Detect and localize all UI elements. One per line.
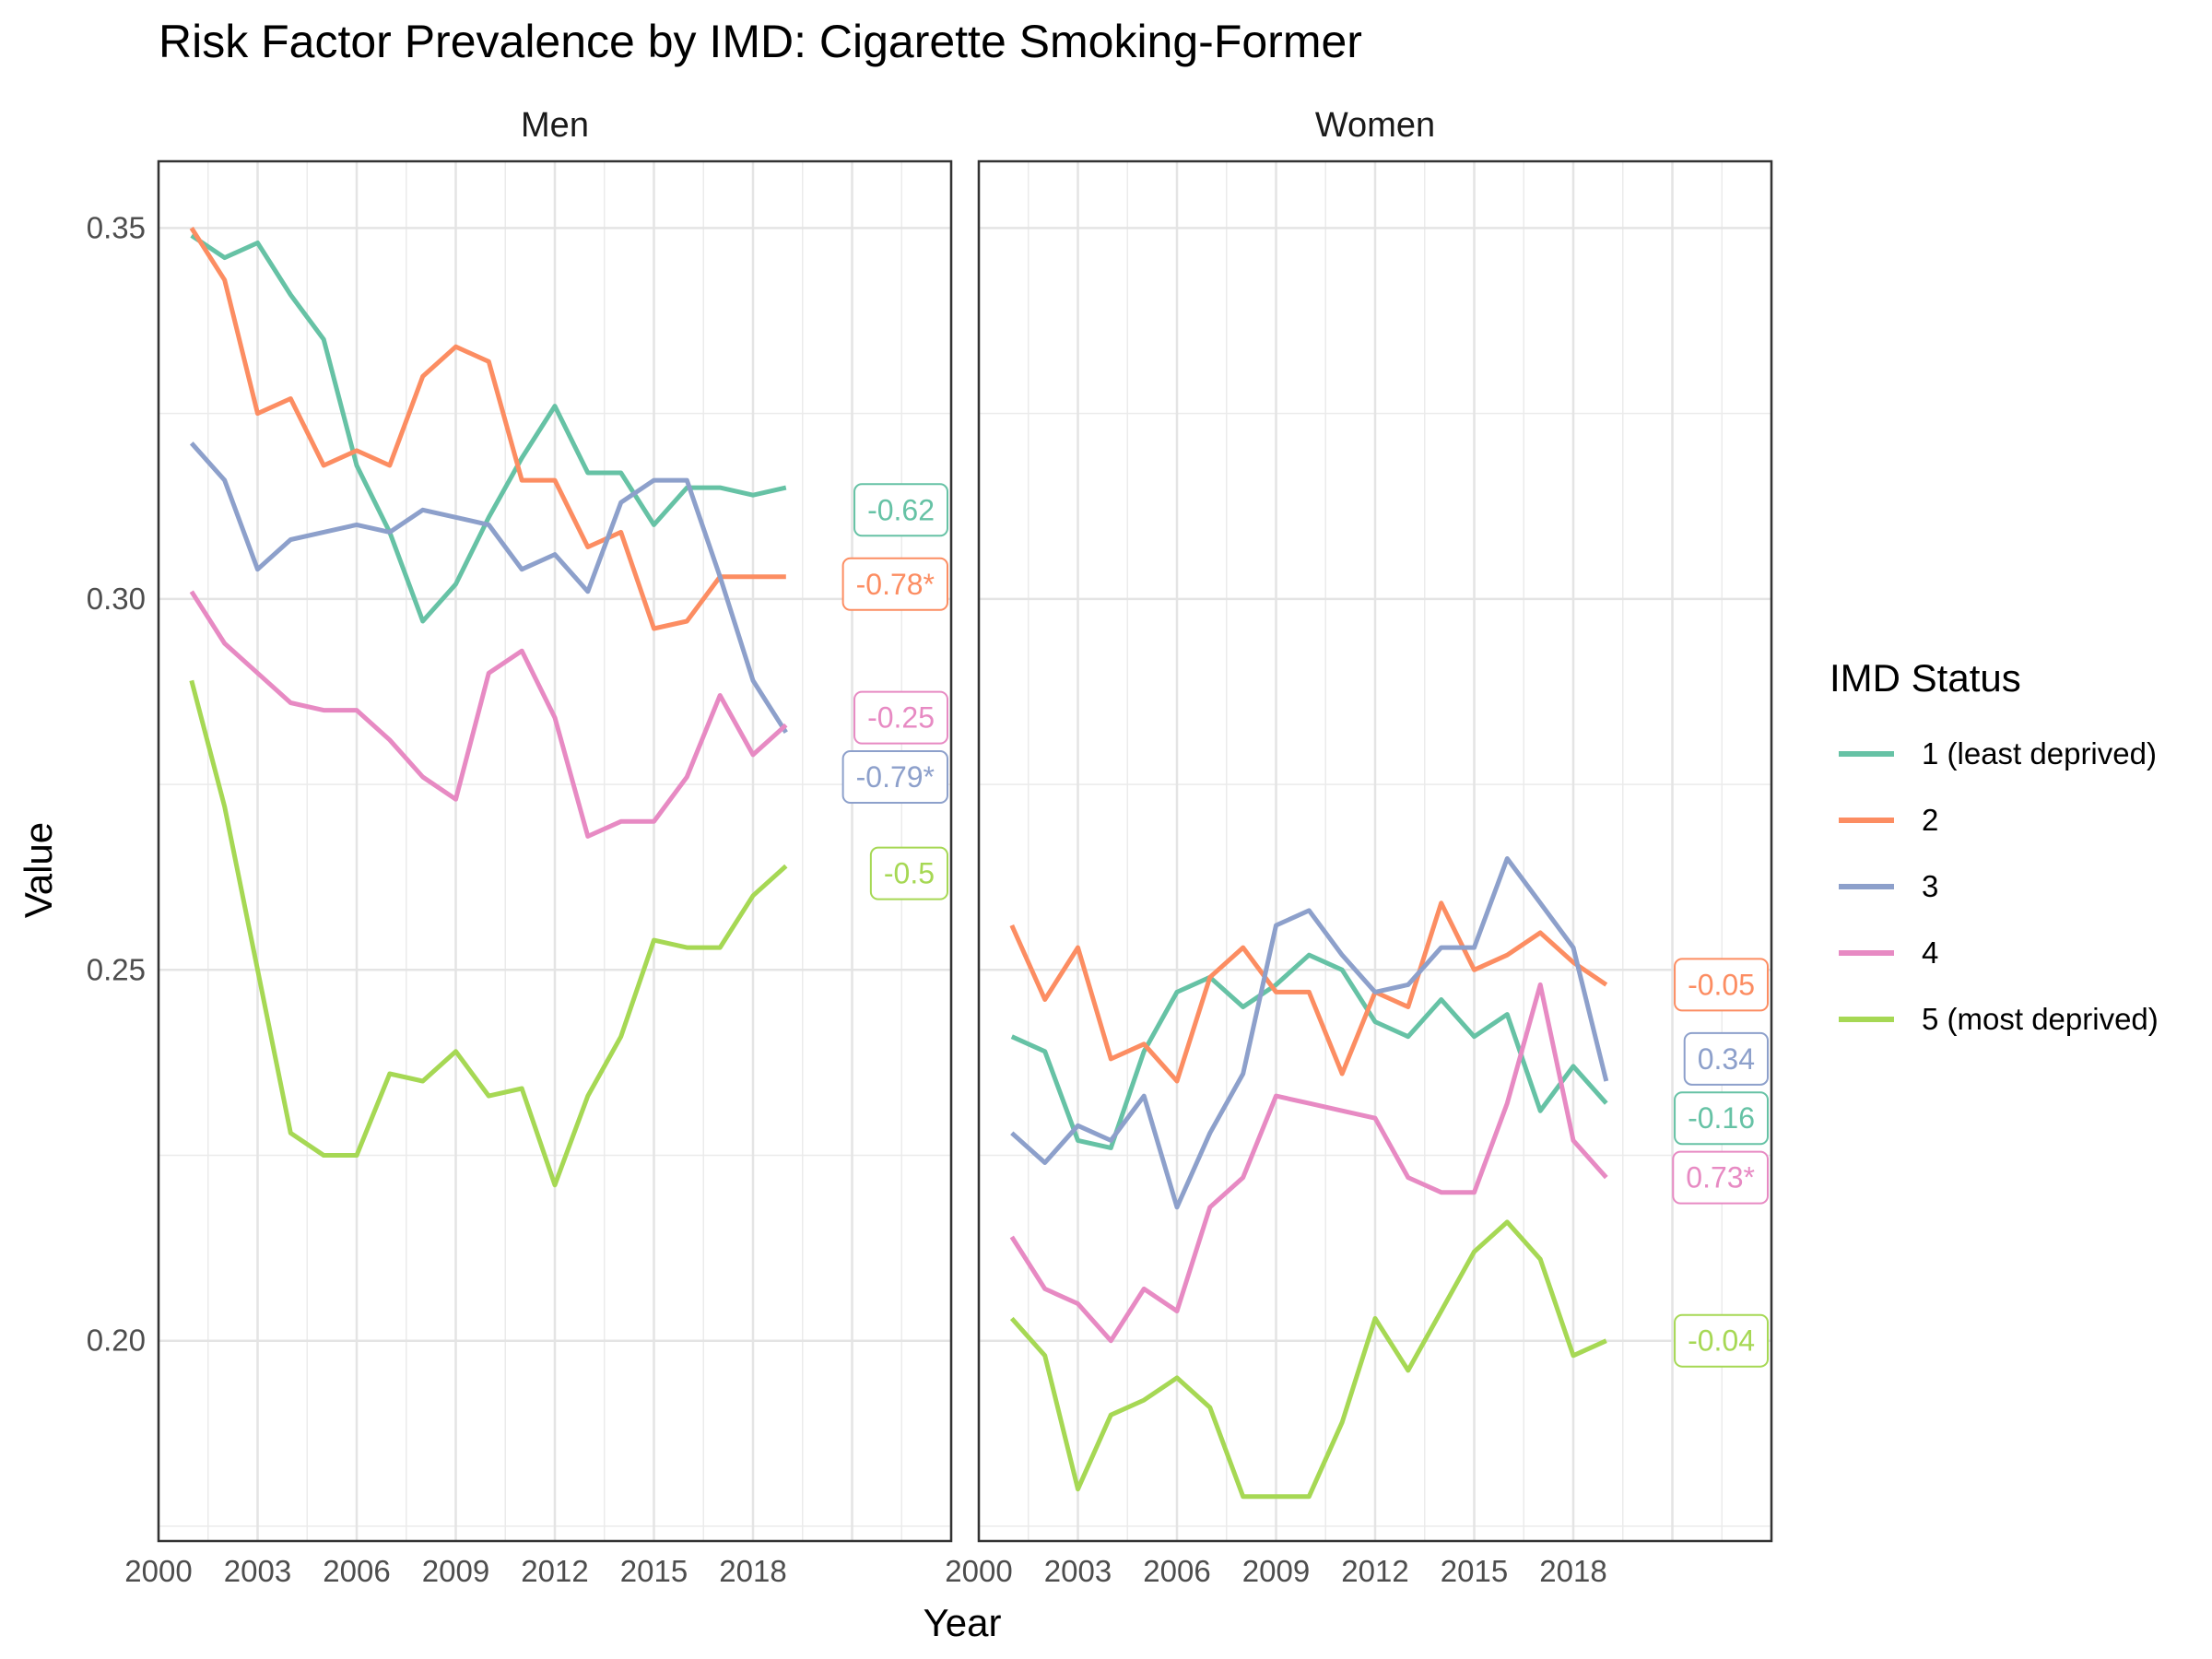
series-line-2 bbox=[189, 227, 786, 631]
legend-entry: 4 bbox=[1839, 935, 1938, 970]
series-line-5 bbox=[189, 679, 788, 1188]
correlation-label: -0.25 bbox=[853, 690, 948, 745]
correlation-label-text: -0.62 bbox=[867, 493, 935, 526]
x-tick-label: 2015 bbox=[620, 1554, 688, 1588]
x-tick-label: 2006 bbox=[323, 1554, 390, 1588]
correlation-label-text: -0.05 bbox=[1688, 968, 1755, 1001]
x-axis-title: Year bbox=[924, 1601, 1002, 1644]
chart-title: Risk Factor Prevalence by IMD: Cigarette… bbox=[159, 16, 1362, 67]
correlation-label: -0.5 bbox=[869, 846, 948, 900]
panel-women: Women 2000 2003 2006 2009 2012 2015 2018 -0.16 -0… bbox=[945, 106, 1773, 1588]
y-tick-label: 0.35 bbox=[87, 210, 146, 244]
correlation-label: -0.79* bbox=[841, 750, 948, 805]
series-line-4 bbox=[1009, 982, 1608, 1344]
legend-label: 4 bbox=[1922, 935, 1938, 970]
x-tick-label: 2006 bbox=[1143, 1554, 1210, 1588]
x-tick-label: 2012 bbox=[1341, 1554, 1408, 1588]
correlation-label-text: -0.79* bbox=[856, 760, 935, 794]
panel-strip-label: Women bbox=[1315, 106, 1435, 145]
legend-label: 2 bbox=[1922, 803, 1938, 837]
series-line-1 bbox=[1010, 952, 1608, 1150]
correlation-label-text: -0.78* bbox=[856, 568, 935, 601]
panel-strip-label: Men bbox=[521, 106, 589, 145]
x-tick-label: 2015 bbox=[1441, 1554, 1508, 1588]
correlation-label: -0.16 bbox=[1674, 1091, 1769, 1146]
correlation-label-text: -0.16 bbox=[1688, 1101, 1755, 1135]
x-tick-label: 2009 bbox=[1242, 1554, 1310, 1588]
panel-border bbox=[157, 159, 953, 1543]
x-tick-label: 2012 bbox=[521, 1554, 588, 1588]
correlation-label-text: 0.34 bbox=[1698, 1042, 1755, 1076]
y-tick-label: 0.20 bbox=[87, 1324, 146, 1358]
x-tick-label: 2000 bbox=[945, 1554, 1012, 1588]
x-tick-label: 2018 bbox=[719, 1554, 786, 1588]
y-axis-title: Value bbox=[17, 822, 60, 918]
correlation-label-text: -0.5 bbox=[884, 857, 935, 890]
correlation-label: 0.73* bbox=[1672, 1150, 1769, 1205]
legend-entry: 3 bbox=[1839, 869, 1938, 903]
legend-title: IMD Status bbox=[1830, 656, 2021, 700]
legend: IMD Status 1 (least deprived) 2 3 4 5 (most … bbox=[1830, 656, 2159, 1036]
series-line-5 bbox=[1009, 1219, 1607, 1500]
x-tick-label: 2003 bbox=[1044, 1554, 1112, 1588]
legend-label: 1 (least deprived) bbox=[1922, 736, 2157, 771]
correlation-label: -0.78* bbox=[841, 557, 948, 611]
x-tick-label: 2003 bbox=[224, 1554, 291, 1588]
panels: Men 2000 2003 2006 2009 2012 2015 2018 0.20 0.25 0… bbox=[87, 106, 1773, 1588]
series-line-4 bbox=[189, 590, 788, 839]
legend-entry: 2 bbox=[1839, 803, 1938, 837]
correlation-label: -0.04 bbox=[1674, 1313, 1769, 1368]
panel-men: Men 2000 2003 2006 2009 2012 2015 2018 0.20 0.25 0… bbox=[87, 106, 953, 1588]
correlation-label: -0.62 bbox=[853, 483, 948, 537]
correlation-label: 0.34 bbox=[1683, 1031, 1769, 1086]
series-line-3 bbox=[189, 441, 788, 735]
y-tick-label: 0.30 bbox=[87, 582, 146, 616]
correlation-label-text: 0.73* bbox=[1686, 1161, 1755, 1194]
x-tick-label: 2009 bbox=[422, 1554, 489, 1588]
y-tick-label: 0.25 bbox=[87, 952, 146, 986]
panel-border bbox=[977, 159, 1773, 1543]
legend-entry: 5 (most deprived) bbox=[1839, 1002, 2159, 1036]
correlation-label-text: -0.04 bbox=[1688, 1324, 1755, 1358]
legend-label: 5 (most deprived) bbox=[1922, 1002, 2159, 1036]
legend-entry: 1 (least deprived) bbox=[1839, 736, 2157, 771]
correlation-label-text: -0.25 bbox=[867, 701, 935, 735]
correlation-label: -0.05 bbox=[1674, 958, 1769, 1012]
series-line-3 bbox=[1010, 856, 1609, 1210]
series-line-1 bbox=[190, 233, 787, 624]
series-line-2 bbox=[1009, 900, 1608, 1084]
x-tick-label: 2000 bbox=[124, 1554, 192, 1588]
x-tick-label: 2018 bbox=[1539, 1554, 1606, 1588]
legend-label: 3 bbox=[1922, 869, 1938, 903]
